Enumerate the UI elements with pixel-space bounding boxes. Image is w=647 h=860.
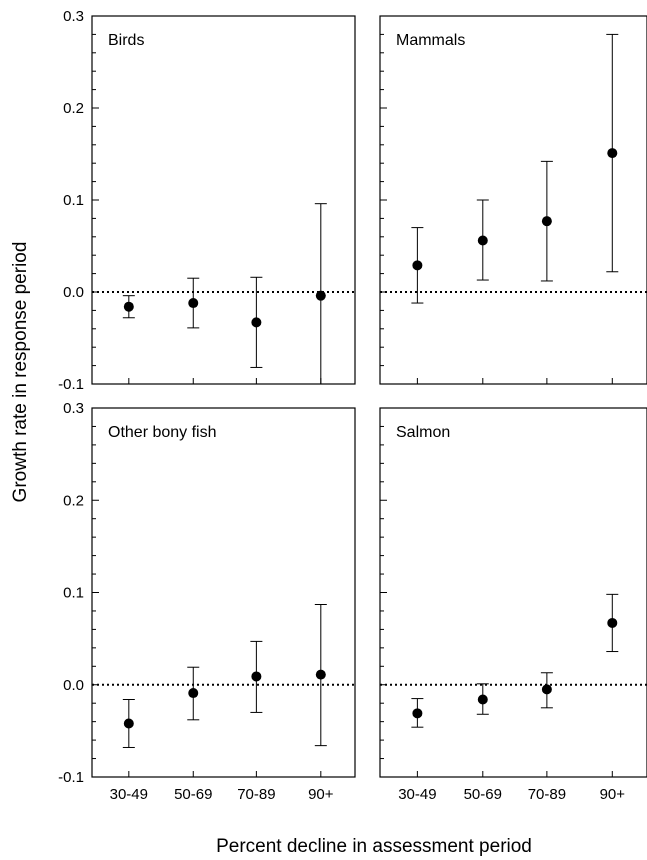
x-tick-label: 70-89	[528, 786, 566, 803]
x-tick-label: 50-69	[174, 786, 212, 803]
panel-data	[122, 603, 327, 748]
data-point	[315, 290, 326, 301]
data-point	[251, 671, 262, 682]
panel-title: Birds	[108, 32, 144, 49]
y-tick-label: -0.1	[58, 769, 84, 786]
y-tick-label: 0.1	[63, 585, 84, 602]
panel-frame	[379, 407, 647, 778]
data-point	[188, 688, 199, 699]
panel-mammals: Mammals	[379, 15, 647, 385]
y-tick-label: 0.2	[63, 492, 84, 509]
x-tick-label: 50-69	[464, 786, 502, 803]
data-point	[541, 684, 552, 695]
y-tick-label: 0.2	[63, 100, 84, 117]
data-point	[123, 718, 134, 729]
y-tick-label: 0.0	[63, 677, 84, 694]
panel-other-bony-fish: 0.3 0.2 0.1 0.0 -0.1 30-49 50-69 70-89 90+ Other …	[58, 400, 356, 803]
y-tick-label: 0.3	[63, 400, 84, 417]
x-tick-label: 30-49	[110, 786, 148, 803]
x-tick-label: 90+	[600, 786, 626, 803]
panel-title: Other bony fish	[108, 424, 217, 441]
y-tick-label: 0.1	[63, 192, 84, 209]
data-point	[541, 216, 552, 227]
x-tick-label: 90+	[308, 786, 334, 803]
panel-title: Salmon	[396, 424, 450, 441]
y-tick-label: -0.1	[58, 376, 84, 393]
data-point	[607, 617, 618, 628]
data-point	[477, 694, 488, 705]
data-point	[315, 669, 326, 680]
y-tick-label: 0.3	[63, 8, 84, 25]
panel-data	[122, 203, 327, 384]
panel-title: Mammals	[396, 32, 465, 49]
x-tick-label: 70-89	[237, 786, 275, 803]
data-point	[188, 298, 199, 309]
panel-data	[411, 33, 619, 304]
data-point	[412, 260, 423, 271]
data-point	[607, 148, 618, 159]
panel-frame	[379, 15, 647, 385]
data-point	[477, 235, 488, 246]
y-tick-label: 0.0	[63, 284, 84, 301]
x-axis-title: Percent decline in assessment period	[216, 836, 532, 857]
data-point	[251, 317, 262, 328]
y-axis-title: Growth rate in response period	[10, 242, 31, 503]
x-tick-label: 30-49	[398, 786, 436, 803]
panel-salmon: 30-49 50-69 70-89 90+ Salmon	[379, 407, 647, 803]
panel-data	[411, 593, 619, 728]
data-point	[412, 708, 423, 719]
panels: 0.3 0.2 0.1 0.0 -0.1 Birds Mammals 0.3 0.2 0.1 0.0…	[58, 8, 647, 803]
panel-frame	[91, 15, 356, 385]
data-point	[123, 301, 134, 312]
panel-birds: 0.3 0.2 0.1 0.0 -0.1 Birds	[58, 8, 356, 393]
